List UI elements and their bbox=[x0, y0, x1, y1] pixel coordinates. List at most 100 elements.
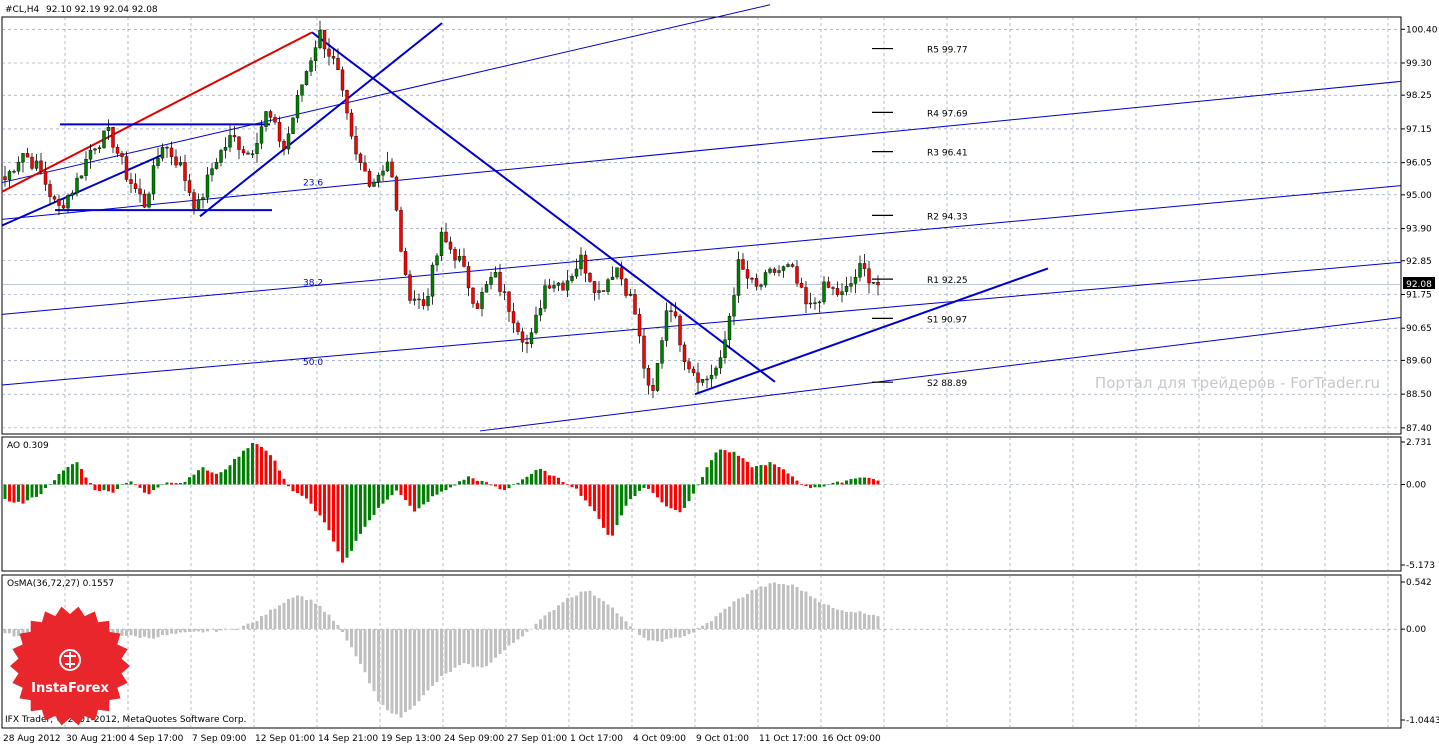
ao-bar bbox=[692, 484, 695, 494]
ao-bar bbox=[233, 458, 236, 485]
candle-body bbox=[160, 147, 165, 159]
candle-body bbox=[579, 254, 583, 270]
osma-bar bbox=[629, 626, 632, 630]
ao-bar bbox=[359, 484, 362, 534]
osma-bar bbox=[732, 601, 736, 630]
osma-bar bbox=[192, 629, 196, 632]
candle-body bbox=[88, 149, 93, 160]
x-tick-label: 1 Oct 17:00 bbox=[570, 734, 623, 744]
ao-bar bbox=[858, 477, 862, 485]
candle-body bbox=[16, 161, 21, 172]
osma-bar bbox=[876, 616, 880, 630]
ao-bar bbox=[390, 484, 394, 496]
ao-bar bbox=[296, 484, 299, 494]
y-tick-label: 99.30 bbox=[1406, 59, 1432, 69]
candle-body bbox=[156, 157, 160, 166]
candle-body bbox=[322, 29, 327, 50]
ao-bar bbox=[669, 484, 673, 509]
candle-body bbox=[660, 340, 664, 364]
osma-bar bbox=[822, 604, 826, 630]
osma-bar bbox=[386, 629, 389, 711]
ao-bar bbox=[800, 484, 803, 485]
ao-bar bbox=[678, 484, 682, 513]
y-tick-label: 0.00 bbox=[1406, 625, 1426, 635]
candle-body bbox=[228, 135, 232, 148]
ao-bar bbox=[386, 484, 389, 500]
osma-bar bbox=[372, 629, 376, 692]
candle-body bbox=[732, 295, 736, 317]
candle-body bbox=[196, 199, 201, 209]
y-tick-label: 96.05 bbox=[1406, 159, 1432, 169]
ao-bar bbox=[318, 484, 322, 516]
y-tick-label: 100.40 bbox=[1406, 25, 1438, 35]
ao-bar bbox=[62, 470, 65, 485]
osma-bar bbox=[863, 613, 866, 630]
ohlc-label: 92.10 92.19 92.04 92.08 bbox=[46, 5, 158, 15]
osma-bar bbox=[701, 625, 704, 630]
candle-body bbox=[799, 283, 804, 288]
osma-bar bbox=[206, 629, 209, 632]
ao-bar bbox=[327, 484, 331, 531]
osma-bar bbox=[147, 629, 151, 639]
osma-bar bbox=[228, 629, 232, 630]
osma-bar bbox=[404, 629, 407, 713]
candle-body bbox=[439, 231, 444, 257]
ao-bar bbox=[336, 484, 340, 552]
ao-bar bbox=[876, 480, 880, 485]
candle-body bbox=[304, 71, 309, 85]
osma-bar bbox=[156, 629, 160, 638]
ao-bar bbox=[624, 484, 628, 506]
candle-body bbox=[300, 84, 304, 96]
osma-bar bbox=[170, 629, 173, 634]
osma-bar bbox=[377, 629, 380, 702]
osma-bar bbox=[516, 629, 520, 640]
candle-body bbox=[385, 161, 390, 172]
osma-bar bbox=[597, 598, 601, 630]
ao-bar bbox=[93, 484, 97, 491]
candle-body bbox=[205, 174, 210, 198]
candle-body bbox=[111, 126, 115, 148]
candle-body bbox=[210, 168, 214, 176]
channel-line bbox=[1, 185, 1402, 315]
ao-bar bbox=[174, 483, 178, 485]
osma-bar bbox=[422, 629, 425, 696]
osma-bar bbox=[579, 591, 583, 630]
ao-bar bbox=[57, 473, 61, 485]
candle-body bbox=[826, 281, 831, 288]
osma-bar bbox=[755, 589, 758, 630]
osma-bar bbox=[507, 629, 511, 646]
ao-bar bbox=[210, 472, 214, 485]
y-tick-label: -5.173 bbox=[1406, 561, 1435, 571]
ao-bar bbox=[660, 484, 664, 503]
osma-bar bbox=[476, 629, 479, 667]
candle-body bbox=[358, 153, 363, 163]
osma-bar bbox=[417, 629, 421, 702]
candle-body bbox=[484, 284, 489, 293]
ao-bar bbox=[161, 484, 164, 485]
candle-body bbox=[498, 272, 502, 292]
ao-bar bbox=[552, 475, 556, 485]
osma-bar bbox=[512, 629, 515, 643]
ao-bar bbox=[125, 482, 128, 485]
pivot-label: R1 92.25 bbox=[927, 276, 968, 286]
osma-bar bbox=[174, 629, 178, 634]
ao-bar bbox=[822, 484, 826, 487]
ao-bar bbox=[867, 477, 871, 485]
candle-body bbox=[529, 332, 534, 344]
osma-bar bbox=[246, 623, 250, 630]
ao-bar bbox=[737, 455, 740, 485]
osma-bar bbox=[795, 586, 799, 630]
candle-body bbox=[777, 270, 781, 273]
pivot-label: S2 88.89 bbox=[927, 379, 967, 389]
osma-histogram bbox=[3, 582, 880, 718]
ao-bar bbox=[741, 458, 745, 485]
x-tick-label: 4 Oct 09:00 bbox=[633, 734, 686, 744]
osma-bar bbox=[687, 629, 691, 635]
pivot-label: R5 99.77 bbox=[927, 46, 968, 56]
ao-bar bbox=[26, 484, 29, 501]
ao-bar bbox=[543, 470, 547, 485]
ao-bar bbox=[539, 468, 542, 485]
candle-body bbox=[556, 282, 561, 286]
osma-bar bbox=[462, 629, 466, 664]
